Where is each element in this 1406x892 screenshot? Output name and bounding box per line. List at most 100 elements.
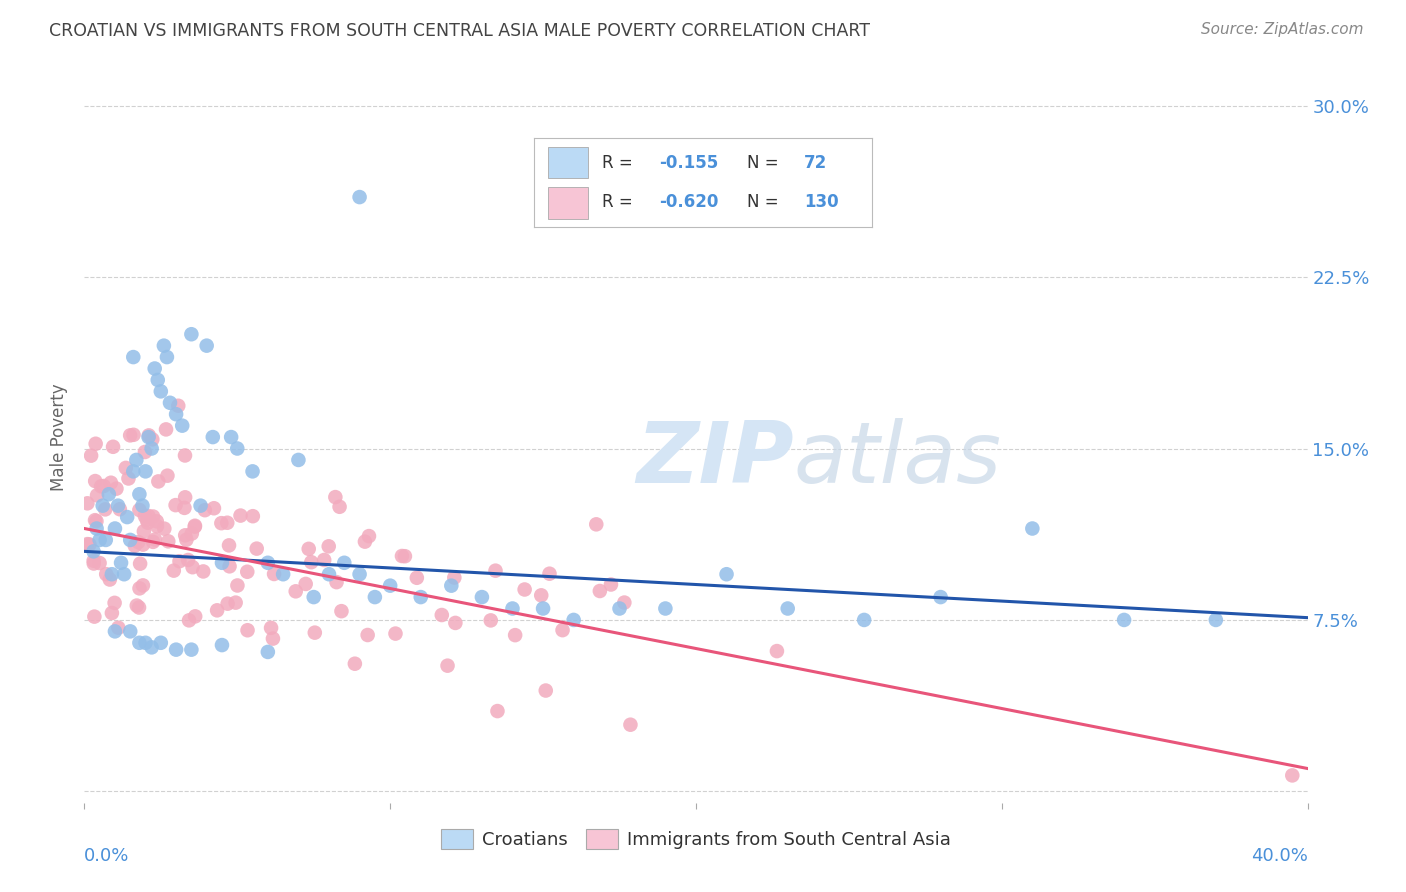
Point [236,565,259,579]
Point [180,526,202,541]
Point [436,658,458,673]
Point [89,533,111,547]
Point [184,609,207,624]
Text: R =: R = [602,193,633,211]
Point [84,474,107,488]
Point [149,384,172,399]
Point [242,464,264,478]
Point [131,499,153,513]
Point [263,566,285,581]
Text: N =: N = [747,153,779,172]
Point [257,556,280,570]
Point [503,628,526,642]
Point [124,539,146,553]
Point [125,453,148,467]
Text: 72: 72 [804,153,828,172]
Point [1114,613,1136,627]
Point [217,597,239,611]
Point [356,628,378,642]
Point [112,567,135,582]
Point [619,717,641,731]
Point [246,541,269,556]
Text: N =: N = [747,193,779,211]
Point [141,640,163,655]
Point [262,632,284,646]
Point [538,566,561,581]
Point [380,579,402,593]
Point [853,613,876,627]
Point [716,567,738,582]
Point [219,430,242,444]
Point [94,502,117,516]
Point [156,350,179,364]
Point [304,625,326,640]
Point [226,442,249,456]
Point [585,517,607,532]
Point [84,436,107,450]
Point [211,638,233,652]
Point [330,604,353,618]
Point [110,556,132,570]
Point [169,554,191,568]
Point [134,509,156,524]
Point [394,549,416,564]
Point [364,590,387,604]
Point [654,601,676,615]
Point [1021,521,1043,535]
Point [177,553,200,567]
Point [89,556,111,570]
Point [776,601,799,615]
Point [302,590,325,604]
Point [242,509,264,524]
Point [143,361,166,376]
Point [120,624,142,639]
Point [534,683,557,698]
Text: Source: ZipAtlas.com: Source: ZipAtlas.com [1201,22,1364,37]
Point [91,499,114,513]
Point [98,573,121,587]
Point [83,554,105,568]
Point [80,449,103,463]
Point [1205,613,1227,627]
Point [117,471,139,485]
Point [551,623,574,637]
Point [108,502,131,516]
Point [101,567,124,582]
Point [443,571,465,585]
Point [165,498,187,512]
Point [146,514,169,528]
Point [149,636,172,650]
Point [205,603,228,617]
Point [136,516,159,530]
Point [209,516,232,531]
Point [391,549,413,563]
Point [430,607,453,622]
Point [114,461,136,475]
Point [128,503,150,517]
Point [257,645,280,659]
Point [184,519,207,533]
Point [132,578,155,592]
Point [84,513,107,527]
Point [318,539,340,553]
Point [122,427,145,442]
Bar [548,187,588,219]
Point [135,464,157,478]
Point [153,339,176,353]
Point [155,422,177,436]
Point [142,509,165,524]
Text: CROATIAN VS IMMIGRANTS FROM SOUTH CENTRAL ASIA MALE POVERTY CORRELATION CHART: CROATIAN VS IMMIGRANTS FROM SOUTH CENTRA… [49,22,870,40]
Point [299,555,322,569]
Point [141,442,163,456]
Point [236,624,259,638]
Point [929,590,952,604]
Point [180,642,202,657]
Point [157,534,180,549]
Point [128,487,150,501]
Text: 0.0%: 0.0% [84,847,129,864]
Point [201,430,224,444]
Point [479,614,502,628]
Point [104,521,127,535]
Point [165,642,187,657]
Point [195,339,218,353]
